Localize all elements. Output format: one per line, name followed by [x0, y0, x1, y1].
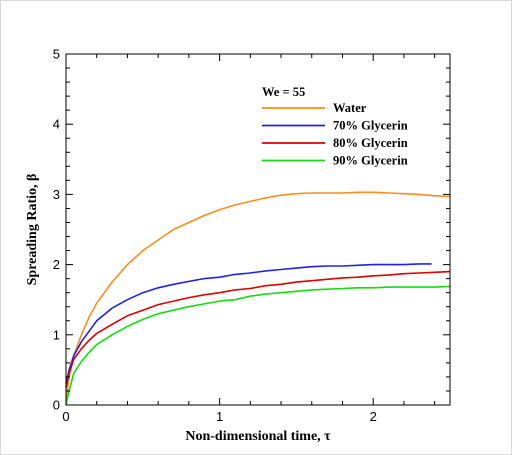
series-line-4: [65, 285, 451, 406]
series-line-2: [65, 263, 432, 385]
x-tick-label: 2: [370, 409, 377, 424]
legend-label: 70% Glycerin: [333, 119, 408, 133]
legend-label: Water: [333, 101, 367, 115]
y-tick-label: 4: [53, 117, 60, 132]
series-line-1: [65, 191, 451, 402]
legend-label: 80% Glycerin: [333, 136, 408, 150]
series-line-3: [65, 270, 451, 388]
y-tick-label: 2: [53, 257, 60, 272]
legend: We = 55 Water 70% Glycerin 80% Glycerin 90%…: [262, 85, 408, 168]
x-tick-label: 0: [62, 409, 69, 424]
legend-title: We = 55: [262, 85, 305, 99]
y-tick-label: 3: [53, 187, 60, 202]
y-axis-title: Spreading Ratio, β: [25, 174, 40, 286]
y-tick-label: 0: [53, 398, 60, 413]
plot-layer: [65, 191, 451, 406]
ticks-layer: 0 1 2 3 4 5 0 1 2: [53, 47, 450, 424]
legend-label: 90% Glycerin: [333, 154, 408, 168]
y-tick-label: 5: [53, 47, 60, 62]
x-tick-label: 1: [216, 409, 223, 424]
axes-box: [65, 53, 451, 406]
x-axis-title: Non-dimensional time, τ: [185, 429, 331, 444]
y-tick-label: 1: [53, 327, 60, 342]
